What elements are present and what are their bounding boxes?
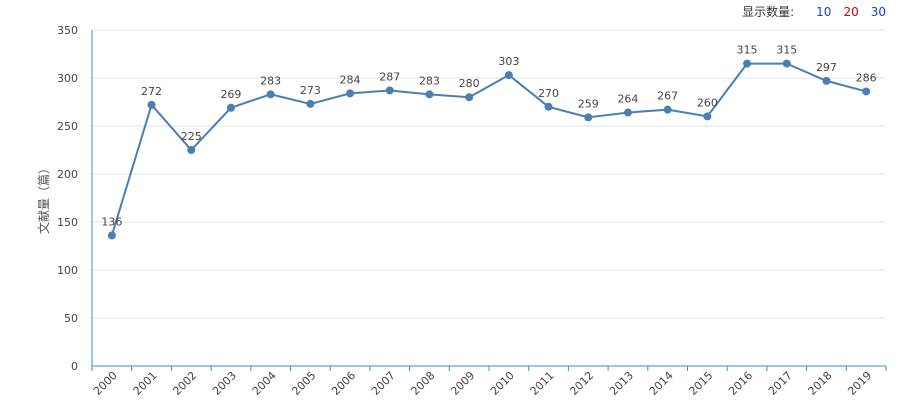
data-point [346, 89, 355, 98]
data-point [147, 100, 156, 109]
x-tick-label: 2005 [289, 369, 318, 398]
data-point [504, 71, 513, 80]
data-point [743, 59, 752, 68]
x-tick-label: 2012 [567, 369, 596, 398]
y-tick-label: 200 [57, 168, 78, 181]
display-count-controls: 显示数量: 10 20 30 [742, 3, 886, 20]
data-label: 269 [220, 88, 241, 101]
y-tick-label: 300 [57, 72, 78, 85]
x-tick-label: 2011 [528, 369, 557, 398]
y-tick-label: 150 [57, 216, 78, 229]
x-tick-label: 2009 [448, 369, 477, 398]
data-label: 297 [816, 61, 837, 74]
x-tick-label: 2002 [170, 369, 199, 398]
x-tick-label: 2016 [726, 369, 755, 398]
data-point [107, 231, 116, 240]
data-label: 260 [697, 96, 718, 109]
data-point [187, 146, 196, 154]
data-label: 264 [617, 93, 638, 106]
display-count-30[interactable]: 30 [870, 4, 886, 19]
data-label: 136 [101, 215, 122, 228]
x-tick-label: 2000 [91, 369, 120, 398]
data-label: 280 [459, 77, 480, 90]
x-tick-label: 2006 [329, 369, 358, 398]
y-tick-label: 0 [71, 360, 78, 373]
display-count-label: 显示数量: [742, 5, 795, 19]
data-point [822, 76, 831, 85]
data-point [584, 113, 593, 122]
y-tick-label: 100 [57, 264, 78, 277]
display-count-10[interactable]: 10 [816, 4, 832, 19]
data-label: 259 [578, 97, 599, 110]
x-tick-label: 2015 [686, 369, 715, 398]
data-label: 272 [141, 85, 162, 98]
data-label: 286 [856, 71, 877, 84]
data-point [703, 112, 712, 121]
x-tick-label: 2013 [607, 369, 636, 398]
data-label: 270 [538, 87, 559, 100]
data-label: 284 [340, 73, 361, 86]
data-label: 283 [260, 74, 281, 87]
x-tick-label: 2007 [369, 369, 398, 398]
data-label: 303 [498, 55, 519, 68]
x-tick-label: 2014 [647, 369, 676, 398]
x-tick-label: 2010 [488, 369, 517, 398]
y-tick-label: 250 [57, 120, 78, 133]
data-label: 225 [181, 130, 202, 143]
data-point [385, 86, 394, 95]
data-label: 315 [776, 44, 797, 57]
data-point [544, 102, 553, 111]
series-line [110, 62, 867, 236]
data-point [465, 93, 474, 102]
data-point [663, 105, 672, 114]
x-tick-label: 2018 [806, 369, 835, 398]
data-point [862, 87, 871, 96]
data-point [266, 90, 275, 99]
y-axis-label: 文献量（篇） [36, 162, 51, 234]
data-label: 315 [737, 44, 758, 57]
data-point [306, 99, 315, 108]
x-tick-label: 2019 [845, 369, 874, 398]
display-count-20[interactable]: 20 [843, 4, 859, 19]
data-point [782, 59, 791, 68]
x-tick-label: 2003 [210, 369, 239, 398]
data-point [623, 108, 632, 117]
data-label: 287 [379, 70, 400, 83]
y-tick-label: 50 [64, 312, 78, 325]
x-tick-label: 2008 [409, 369, 438, 398]
x-tick-label: 2004 [250, 369, 279, 398]
x-tick-label: 2001 [131, 369, 160, 398]
data-point [425, 90, 434, 99]
data-label: 273 [300, 84, 321, 97]
data-point [226, 103, 235, 112]
y-tick-label: 350 [57, 24, 78, 37]
x-tick-label: 2017 [766, 369, 795, 398]
data-label: 267 [657, 90, 678, 103]
data-label: 283 [419, 74, 440, 87]
